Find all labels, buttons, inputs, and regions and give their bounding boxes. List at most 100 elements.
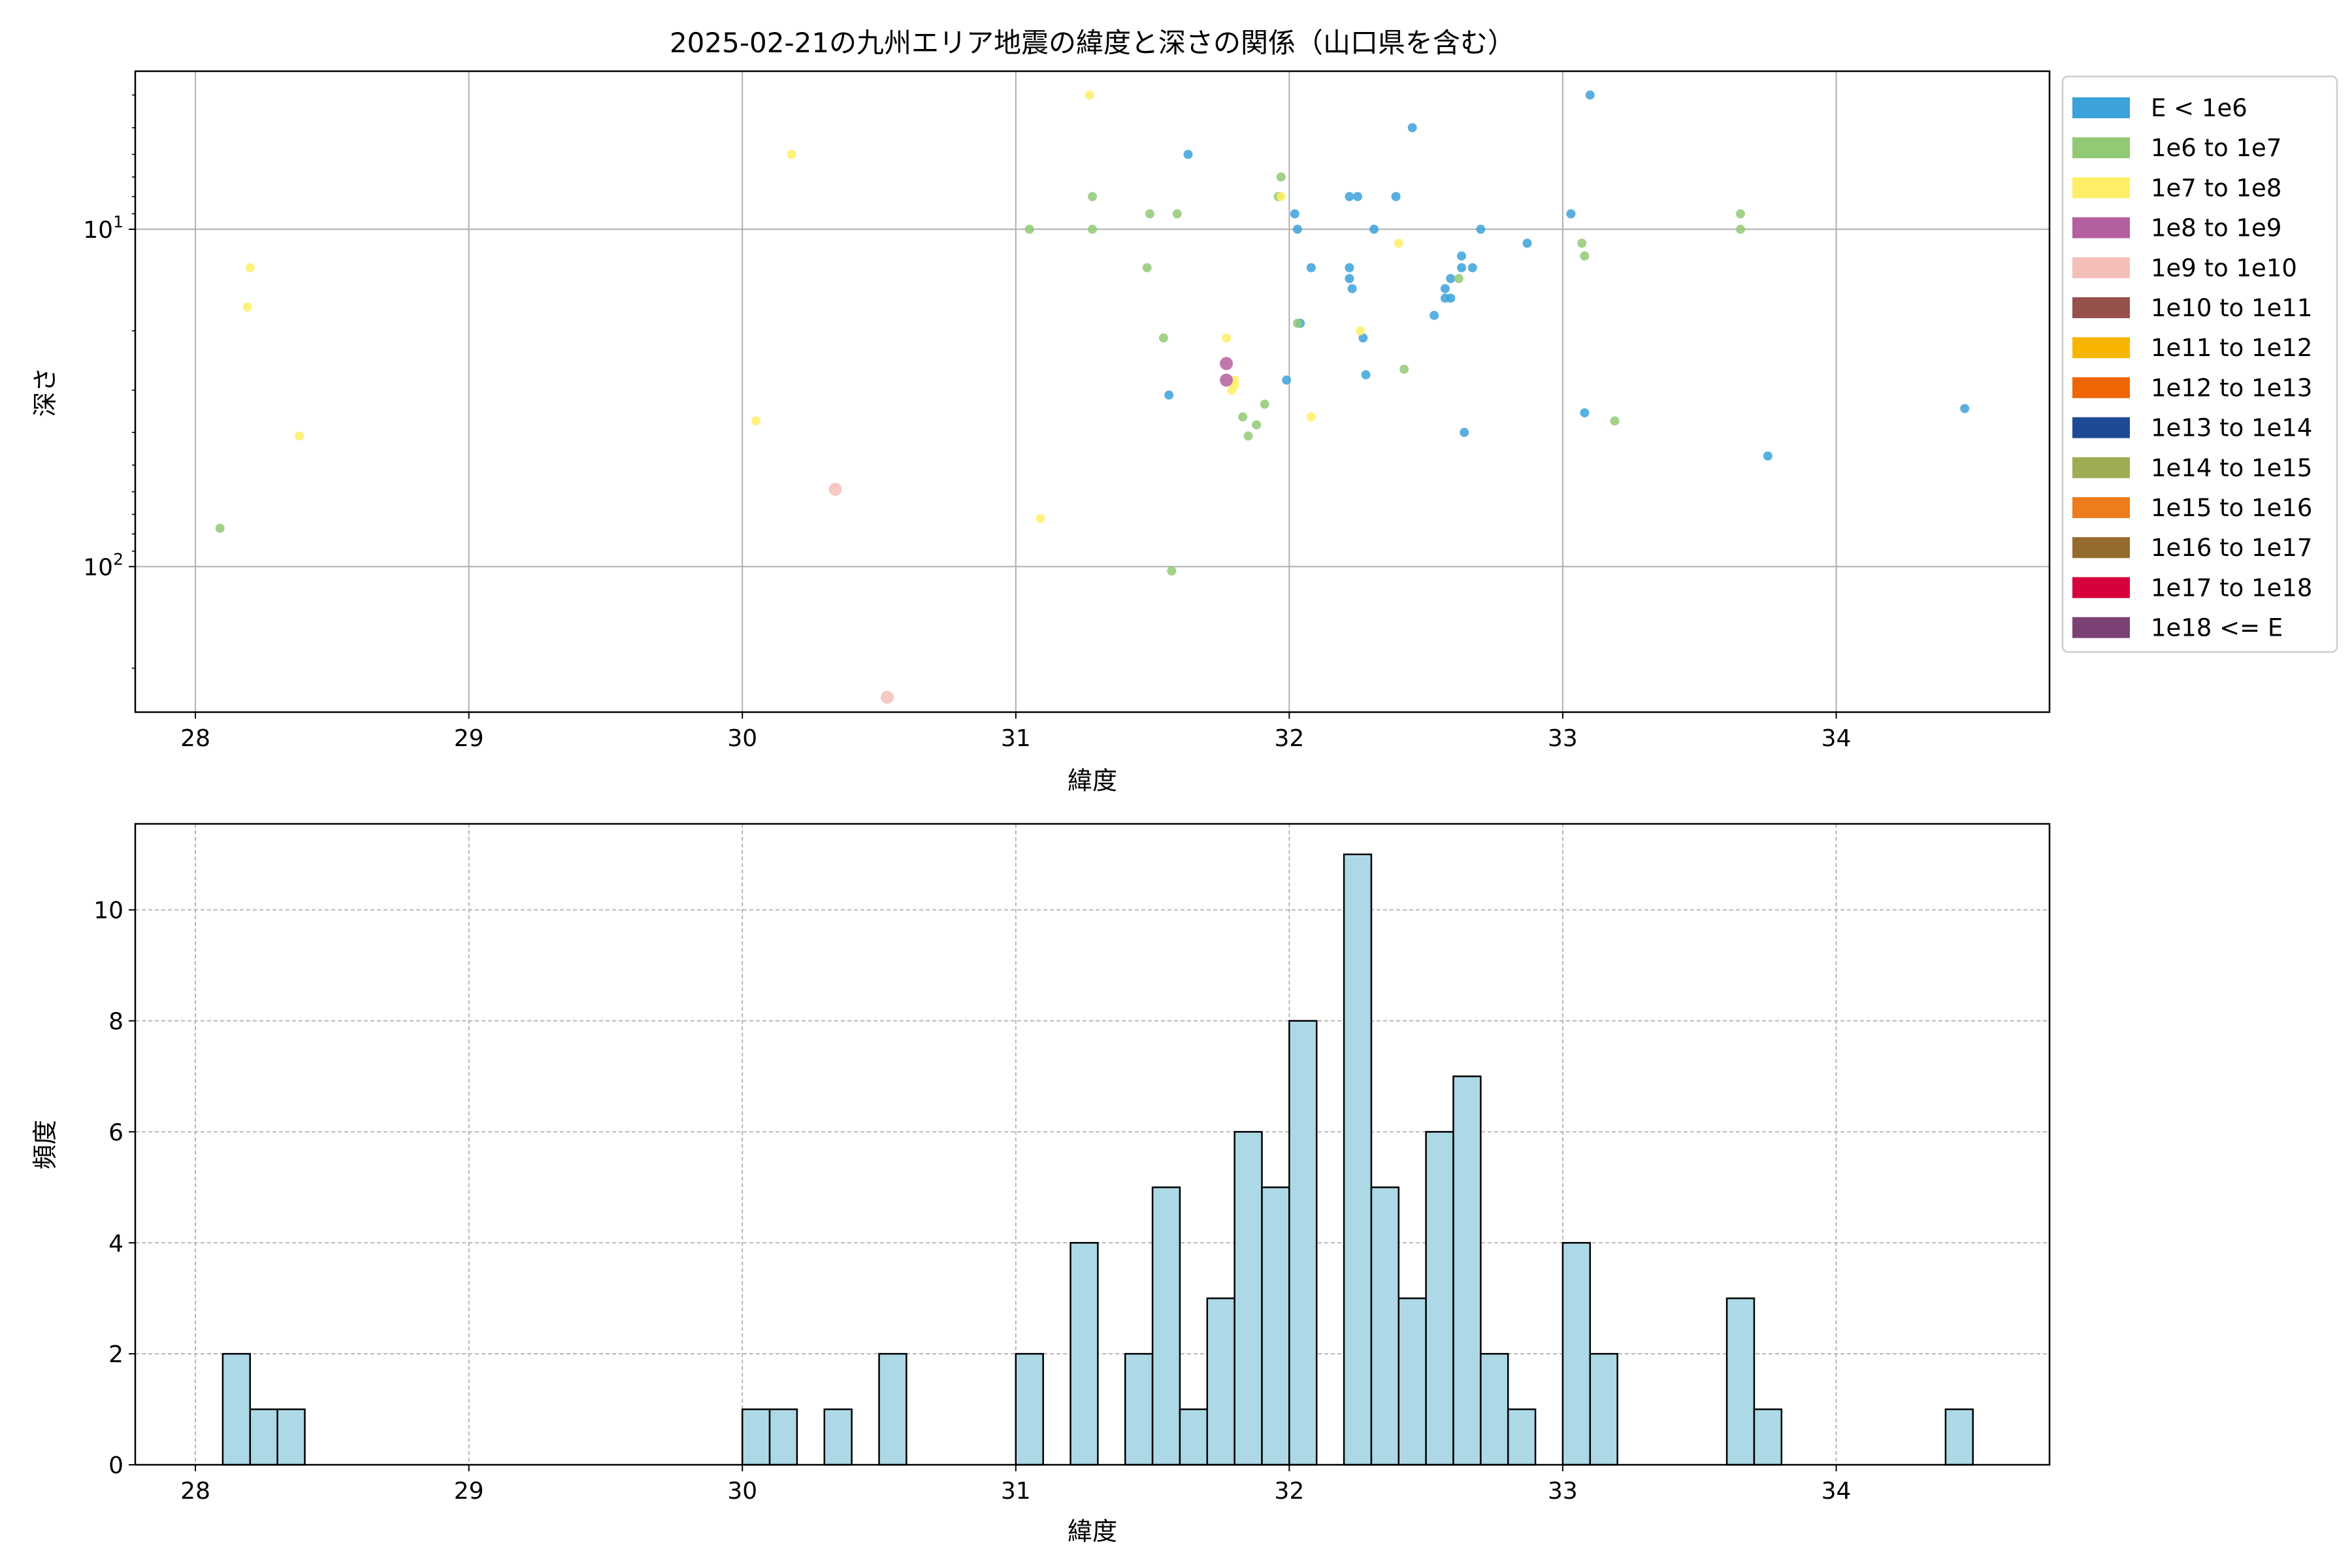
scatter-point — [1306, 412, 1316, 422]
scatter-y-tick-base: 10 — [83, 217, 113, 244]
legend-swatch — [2072, 97, 2130, 118]
histogram-x-axis-label: 緯度 — [1068, 1517, 1117, 1546]
histogram-bar — [1397, 1297, 1427, 1466]
histogram-bar — [1070, 1242, 1099, 1466]
scatter-point — [1036, 514, 1045, 523]
histogram-bar — [878, 1352, 907, 1466]
scatter-point — [242, 302, 252, 312]
scatter-point — [1167, 566, 1177, 576]
legend-label: 1e8 to 1e9 — [2151, 214, 2281, 242]
legend-frame — [2061, 75, 2338, 653]
scatter-point — [1243, 431, 1253, 441]
scatter-point — [1306, 263, 1316, 272]
scatter-point — [1467, 263, 1477, 272]
scatter-point — [1345, 191, 1354, 201]
scatter-point — [1580, 408, 1590, 417]
scatter-point — [828, 482, 842, 496]
scatter-point — [1347, 284, 1357, 293]
scatter-point — [1391, 191, 1401, 201]
scatter-point — [1369, 224, 1379, 234]
legend-swatch — [2072, 297, 2130, 318]
histogram-y-tick-label: 10 — [93, 898, 123, 924]
legend-swatch — [2072, 457, 2130, 478]
histogram-y-tick-label: 0 — [108, 1452, 123, 1479]
scatter-point — [245, 263, 255, 272]
legend-label: 1e10 to 1e11 — [2151, 294, 2312, 322]
histogram-x-ticks: 28 29 30 31 32 33 34 — [180, 1465, 1851, 1505]
histogram-x-tick-label: 30 — [727, 1478, 757, 1505]
scatter-point — [1276, 191, 1286, 201]
histogram-y-tick-label: 6 — [108, 1119, 123, 1146]
scatter-y-axis-label: 深さ — [31, 367, 59, 417]
scatter-title: 2025-02-21の九州エリア地震の緯度と深さの関係（山口県を含む） — [670, 27, 1515, 59]
histogram-bars — [221, 853, 1974, 1466]
scatter-point — [1361, 370, 1371, 380]
histogram-bar — [1944, 1408, 1974, 1466]
scatter-point — [1399, 365, 1409, 374]
legend-label: E < 1e6 — [2151, 94, 2247, 122]
histogram-bar — [1015, 1352, 1044, 1466]
scatter-y-tick-exponent: 2 — [113, 549, 123, 568]
scatter-point — [1446, 274, 1456, 284]
scatter-point — [1238, 412, 1248, 422]
histogram-bar — [1124, 1352, 1154, 1466]
scatter-point — [1763, 451, 1772, 461]
legend-label: 1e18 <= E — [2151, 614, 2283, 642]
legend-swatch — [2072, 177, 2130, 199]
scatter-point — [1158, 333, 1168, 343]
scatter-point — [1353, 191, 1363, 201]
scatter-point — [1164, 390, 1174, 400]
scatter-point — [1227, 385, 1237, 395]
histogram-x-tick-label: 32 — [1274, 1478, 1304, 1505]
scatter-point — [1457, 263, 1467, 272]
histogram-x-tick-label: 33 — [1548, 1478, 1578, 1505]
histogram-y-tick-label: 2 — [108, 1341, 123, 1368]
histogram-bar — [1206, 1297, 1235, 1466]
histogram-bar — [1343, 853, 1373, 1466]
scatter-point — [1440, 284, 1450, 293]
scatter-point — [1429, 310, 1439, 320]
scatter-point — [1736, 224, 1746, 234]
legend-swatch — [2072, 577, 2130, 598]
legend-label: 1e16 to 1e17 — [2151, 534, 2312, 562]
scatter-y-tick-base: 10 — [83, 554, 113, 581]
legend-label: 1e12 to 1e13 — [2151, 374, 2312, 402]
scatter-x-tick-label: 32 — [1274, 725, 1304, 752]
scatter-point — [1260, 399, 1269, 409]
histogram-bar — [249, 1408, 278, 1466]
histogram-bar — [768, 1408, 798, 1466]
histogram-bar — [823, 1408, 853, 1466]
histogram-x-tick-label: 28 — [180, 1478, 210, 1505]
legend-label: 1e14 to 1e15 — [2151, 454, 2312, 482]
scatter-point — [1522, 238, 1532, 248]
scatter-point — [215, 523, 225, 533]
scatter-x-tick-label: 29 — [454, 725, 484, 752]
scatter-point — [1290, 209, 1299, 219]
histogram-plot-frame — [134, 823, 2051, 1466]
histogram-bar — [1179, 1408, 1209, 1466]
histogram-bar — [1370, 1186, 1400, 1466]
histogram-bar — [1725, 1297, 1756, 1466]
scatter-point — [1220, 357, 1233, 370]
histogram-chart: 28 29 30 31 32 33 34 0 2 4 6 8 10 緯度 頻度 — [31, 823, 2051, 1546]
scatter-point — [1457, 251, 1467, 261]
scatter-point — [1476, 224, 1486, 234]
scatter-point — [1183, 150, 1193, 159]
scatter-point — [1292, 224, 1302, 234]
scatter-x-tick-label: 30 — [727, 725, 757, 752]
histogram-bar — [1480, 1352, 1509, 1466]
histogram-bar — [1589, 1352, 1618, 1466]
scatter-point — [1566, 209, 1576, 219]
scatter-point — [1394, 238, 1403, 248]
histogram-x-tick-label: 31 — [1001, 1478, 1031, 1505]
scatter-point — [1577, 238, 1587, 248]
scatter-point — [751, 416, 761, 426]
scatter-point — [1222, 333, 1232, 343]
histogram-x-tick-label: 34 — [1821, 1478, 1852, 1505]
scatter-point — [1088, 224, 1097, 234]
legend-swatch — [2072, 257, 2130, 278]
scatter-point — [1345, 274, 1354, 284]
scatter-x-tick-label: 33 — [1548, 725, 1578, 752]
